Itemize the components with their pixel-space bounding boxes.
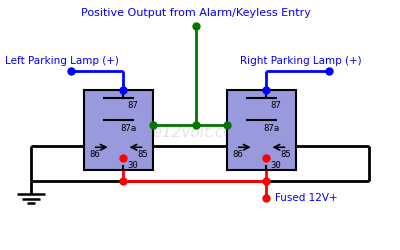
Text: the12volt.com: the12volt.com (137, 125, 247, 140)
Text: 85: 85 (137, 150, 148, 159)
Text: 86: 86 (232, 150, 243, 159)
Text: Fused 12V+: Fused 12V+ (276, 193, 338, 203)
Text: 87: 87 (127, 101, 138, 110)
Text: Right Parking Lamp (+): Right Parking Lamp (+) (240, 56, 361, 66)
Text: 85: 85 (280, 150, 291, 159)
Text: 87a: 87a (264, 124, 280, 133)
Text: Left Parking Lamp (+): Left Parking Lamp (+) (5, 56, 119, 66)
Text: 30: 30 (127, 161, 138, 170)
Text: 86: 86 (89, 150, 100, 159)
Text: 87: 87 (270, 101, 281, 110)
Text: 87a: 87a (120, 124, 136, 133)
Bar (227, 90, 296, 170)
Bar (84, 90, 153, 170)
Text: Positive Output from Alarm/Keyless Entry: Positive Output from Alarm/Keyless Entry (81, 8, 311, 18)
Text: 30: 30 (270, 161, 281, 170)
